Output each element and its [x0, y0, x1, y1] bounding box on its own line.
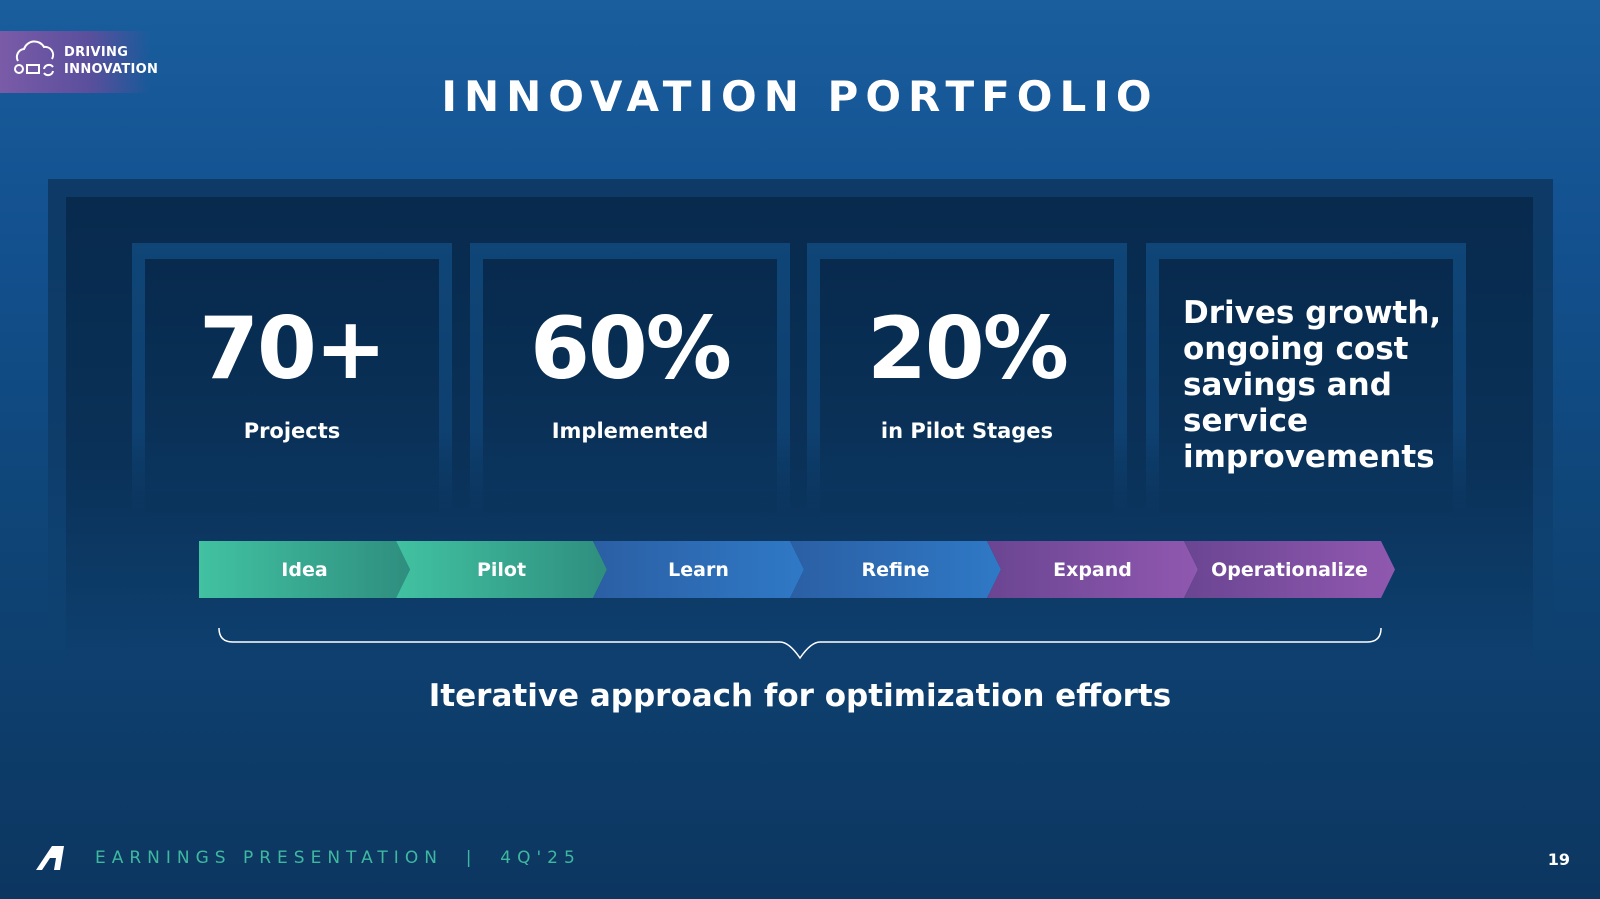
badge-icon	[14, 40, 55, 77]
stat-value: 60%	[530, 299, 732, 399]
process-step: Idea	[199, 541, 410, 598]
stat-card: 60% Implemented	[470, 243, 790, 513]
title: INNOVATION PORTFOLIO	[441, 72, 1159, 121]
caption: Iterative approach for optimization effo…	[428, 678, 1172, 714]
stat-value: 70+	[199, 299, 387, 399]
logo	[36, 846, 64, 870]
process-step: Refine	[790, 541, 1001, 598]
footer-text: EARNINGS PRESENTATION | 4Q'25	[95, 848, 581, 868]
stat-label: in Pilot Stages	[880, 419, 1054, 443]
process-step: Learn	[593, 541, 804, 598]
stat-label: Projects	[243, 419, 341, 443]
summary-text: Drives growth, ongoing cost savings and …	[1183, 295, 1442, 475]
badge-line: INNOVATION	[64, 62, 159, 77]
badge	[0, 31, 150, 93]
badge-text: DRIVING INNOVATION	[64, 44, 158, 78]
badge-line: DRIVING	[64, 45, 129, 60]
process-step: Expand	[987, 541, 1198, 598]
page-number: 19	[1547, 850, 1570, 869]
summary-card: Drives growth, ongoing cost savings and …	[1146, 243, 1466, 513]
brace	[218, 627, 1382, 660]
stat-value: 20%	[867, 299, 1069, 399]
stat-card: 20% in Pilot Stages	[807, 243, 1127, 513]
process-step: Operationalize	[1184, 541, 1395, 598]
process-step: Pilot	[396, 541, 607, 598]
stat-label: Implemented	[551, 419, 709, 443]
stat-card: 70+ Projects	[132, 243, 452, 513]
